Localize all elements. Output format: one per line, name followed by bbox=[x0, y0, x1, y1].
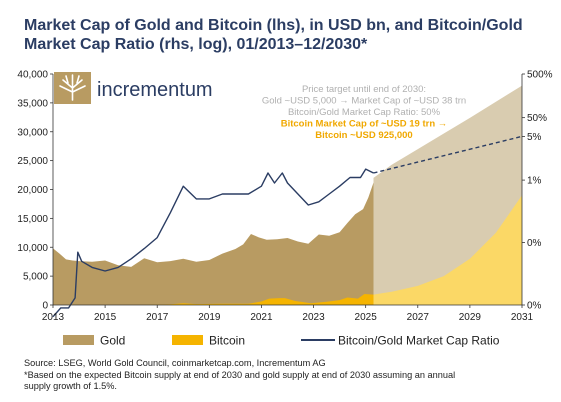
y-right-tick-label: 0% bbox=[527, 301, 542, 312]
title-line-2: Market Cap Ratio (rhs, log), 01/2013–12/… bbox=[24, 36, 368, 53]
y-left-tick-label: 0 bbox=[42, 301, 48, 312]
footnote-line-1: *Based on the expected Bitcoin supply at… bbox=[24, 369, 456, 380]
footnote-line-2: supply growth of 1.5%. bbox=[24, 381, 117, 391]
legend-swatch-gold bbox=[63, 335, 94, 345]
source-footer: Source: LSEG, World Gold Council, coinma… bbox=[24, 358, 554, 393]
y-left-tick-label: 20,000 bbox=[17, 185, 48, 196]
x-tick-label: 2017 bbox=[146, 312, 169, 323]
y-left-tick-label: 5,000 bbox=[23, 272, 48, 283]
logo-text: incrementum bbox=[97, 79, 213, 101]
y-left-tick-label: 40,000 bbox=[17, 70, 48, 81]
x-tick-label: 2021 bbox=[250, 312, 273, 323]
x-tick-label: 2015 bbox=[94, 312, 117, 323]
y-right-tick-label: 1% bbox=[527, 176, 542, 187]
area-layer bbox=[53, 85, 522, 305]
axes-layer: 0 5,000 10,000 15,000 20,000 25,000 30,000 35,0… bbox=[17, 70, 552, 324]
title-line-1: Market Cap of Gold and Bitcoin (lhs), in… bbox=[24, 17, 523, 34]
x-tick-label: 2023 bbox=[302, 312, 325, 323]
y-left-tick-label: 15,000 bbox=[17, 214, 48, 225]
x-tick-label: 2019 bbox=[198, 312, 221, 323]
source-text: Source: LSEG, World Gold Council, coinma… bbox=[24, 358, 326, 368]
x-tick-label: 2025 bbox=[355, 312, 378, 323]
line-layer bbox=[52, 135, 523, 318]
series-bitcoin-projection-area bbox=[373, 195, 522, 305]
chart-title: Market Cap of Gold and Bitcoin (lhs), in… bbox=[24, 16, 544, 54]
x-tick-label: 2029 bbox=[459, 312, 482, 323]
y-left-tick-label: 30,000 bbox=[17, 127, 48, 138]
annotation-gold-line-2: Bitcoin ~USD 925,000 bbox=[315, 130, 412, 141]
ratio-line bbox=[52, 168, 374, 318]
legend-swatch-bitcoin bbox=[172, 335, 203, 345]
y-right-tick-label: 50% bbox=[527, 113, 547, 124]
annotation-gold-line-1: Bitcoin Market Cap of ~USD 19 trn → bbox=[281, 119, 448, 130]
annotation-grey-line-3: Bitcoin/Gold Market Cap Ratio: 50% bbox=[288, 107, 441, 118]
annotation-grey-line-2: Gold ~USD 5,000 → Market Cap of ~USD 38 … bbox=[262, 96, 466, 107]
y-right-tick-label: 5% bbox=[527, 132, 542, 143]
y-right-tick-label: 500% bbox=[527, 70, 553, 81]
legend-label-gold: Gold bbox=[100, 334, 125, 348]
legend-label-bitcoin: Bitcoin bbox=[209, 334, 245, 348]
series-bitcoin-area bbox=[53, 294, 374, 305]
legend-label-bitcoin-gold-market-cap-ratio: Bitcoin/Gold Market Cap Ratio bbox=[338, 334, 500, 348]
projection-annotation: Price target until end of 2030:Gold ~USD… bbox=[262, 84, 466, 141]
x-tick-label: 2027 bbox=[407, 312, 430, 323]
x-tick-label: 2013 bbox=[42, 312, 65, 323]
annotation-grey-line-1: Price target until end of 2030: bbox=[302, 84, 426, 95]
legend: Gold Bitcoin Bitcoin/Gold Market Cap Ratio bbox=[63, 334, 500, 348]
y-left-tick-label: 10,000 bbox=[17, 243, 48, 254]
x-tick-label: 2031 bbox=[511, 312, 534, 323]
y-right-tick-label: 0% bbox=[527, 238, 542, 249]
incrementum-logo: incrementum bbox=[54, 72, 213, 104]
y-left-tick-label: 25,000 bbox=[17, 156, 48, 167]
y-left-tick-label: 35,000 bbox=[17, 98, 48, 109]
tree-logo-icon bbox=[54, 72, 91, 104]
series-gold-area bbox=[53, 182, 374, 305]
ratio-projection-line bbox=[373, 135, 523, 174]
